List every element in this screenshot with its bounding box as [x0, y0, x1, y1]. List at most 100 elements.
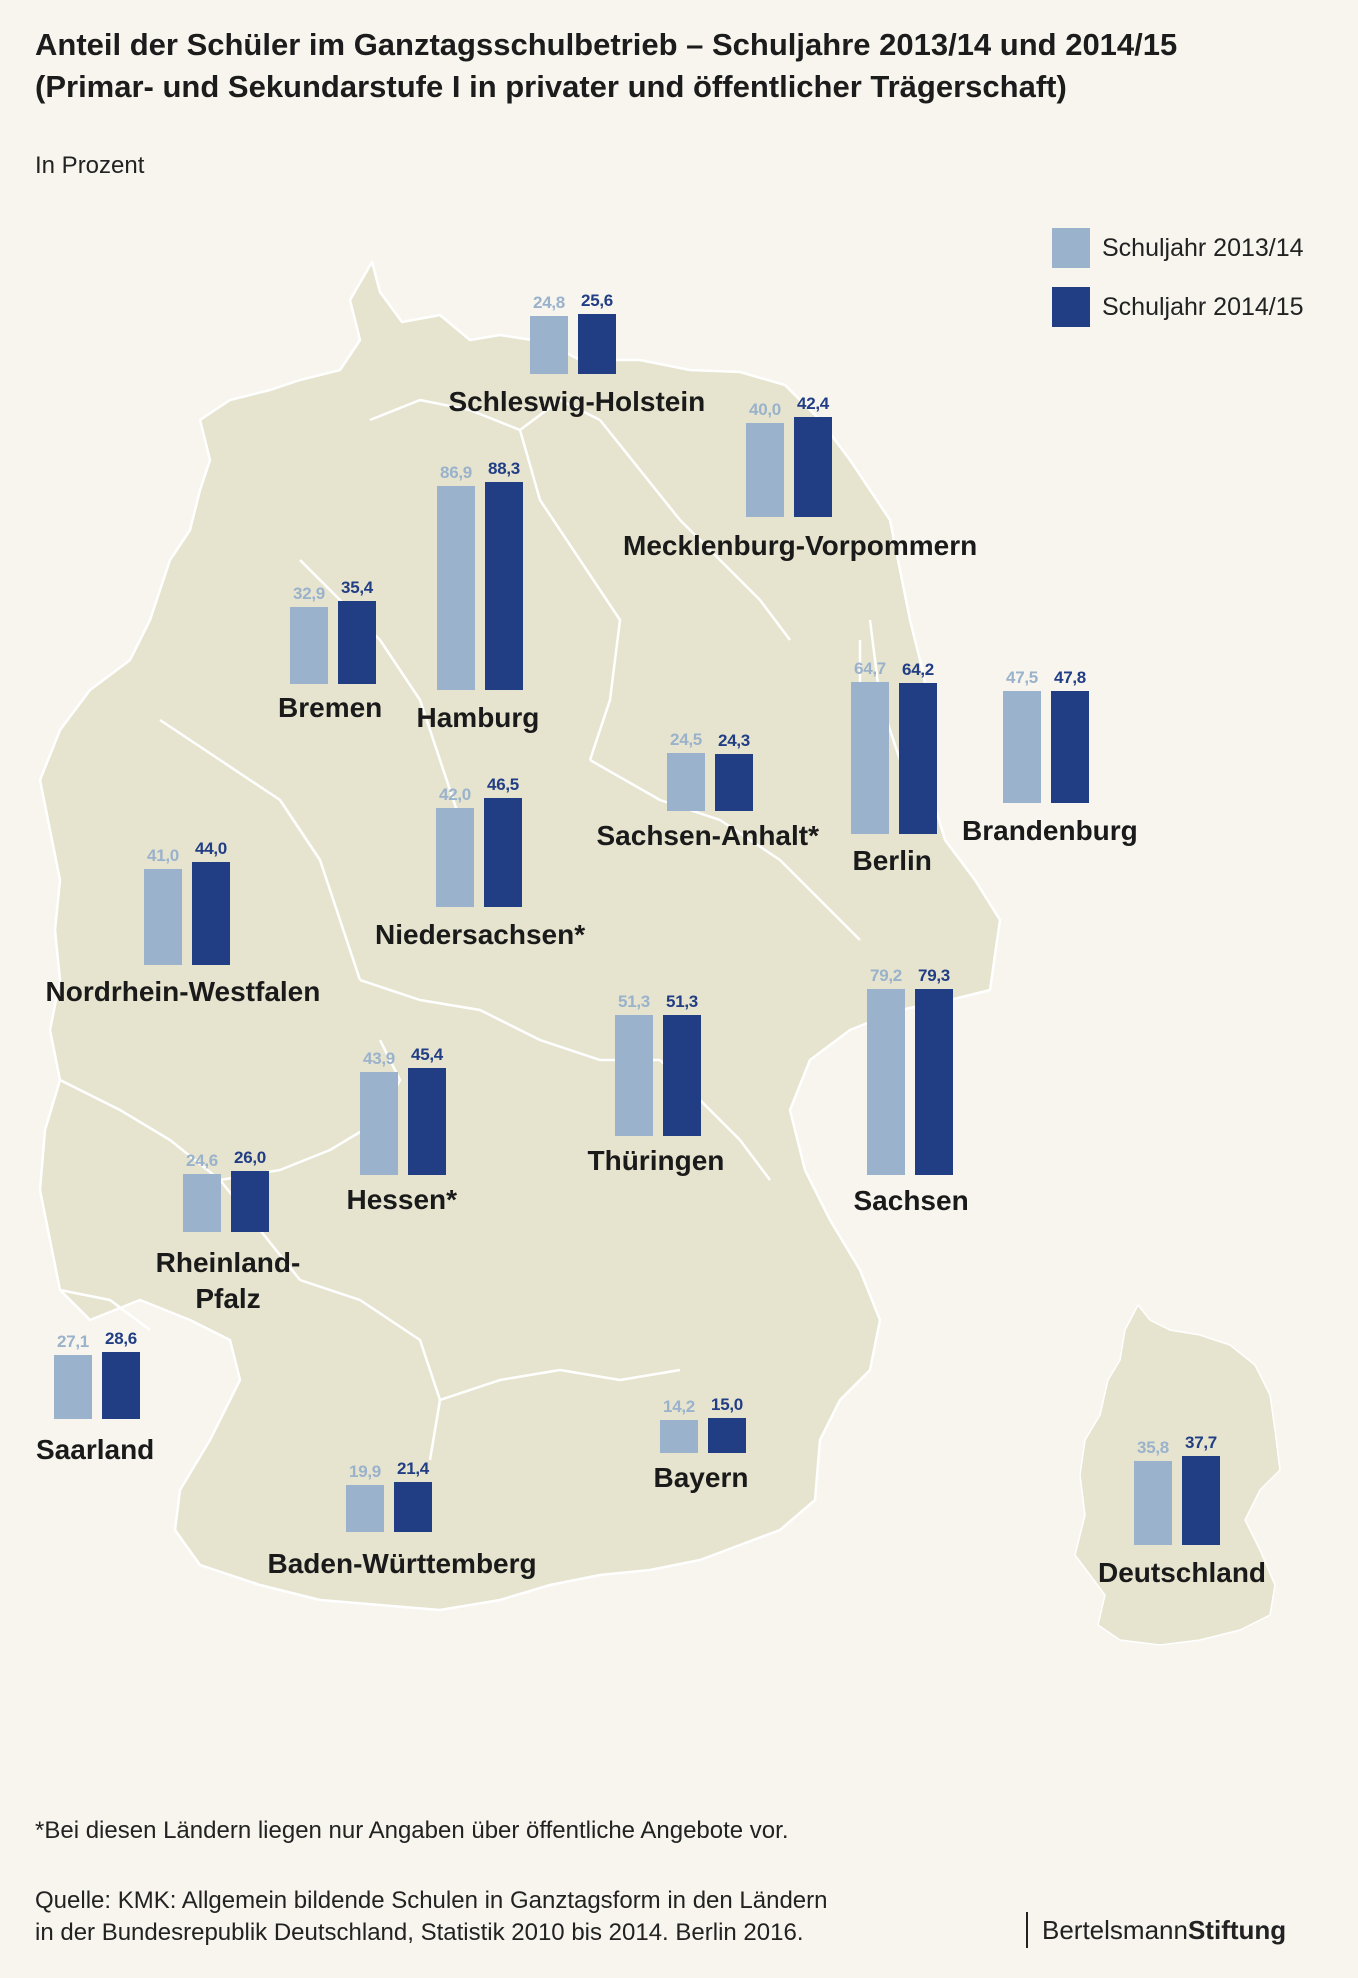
bar-column-niedersachsen-2013: 42,0 — [436, 785, 474, 907]
source-line-2: in der Bundesrepublik Deutschland, Stati… — [35, 1919, 804, 1946]
bar-value-deutschland-2014: 37,7 — [1185, 1433, 1217, 1453]
bar-value-schleswig-holstein-2013: 24,8 — [533, 292, 565, 312]
bar-column-saarland-2014: 28,6 — [102, 1329, 140, 1419]
bar-value-baden-wuerttemberg-2014: 21,4 — [397, 1458, 429, 1478]
bar-column-bremen-2013: 32,9 — [290, 584, 328, 684]
bar-schleswig-holstein-2013 — [530, 315, 568, 374]
bar-saarland-2014 — [102, 1351, 140, 1419]
germany-inset-outline — [1074, 1303, 1281, 1646]
bar-column-bremen-2014: 35,4 — [338, 578, 376, 684]
bar-deutschland-2013 — [1134, 1460, 1172, 1545]
region-label-berlin: Berlin — [852, 845, 932, 876]
bar-value-nordrhein-westfalen-2013: 41,0 — [147, 845, 179, 865]
bar-mecklenburg-vorpommern-2013 — [746, 422, 784, 517]
bar-berlin-2014 — [899, 683, 937, 834]
bar-column-mecklenburg-vorpommern-2014: 42,4 — [794, 394, 832, 517]
bar-group-brandenburg: 47,5 47,8 — [1003, 665, 1089, 803]
bar-column-mecklenburg-vorpommern-2013: 40,0 — [746, 400, 784, 517]
region-label-sachsen-anhalt: Sachsen-Anhalt* — [596, 820, 820, 851]
bar-brandenburg-2014 — [1051, 690, 1089, 803]
bar-column-nordrhein-westfalen-2013: 41,0 — [144, 846, 182, 965]
bar-value-thueringen-2014: 51,3 — [666, 992, 698, 1012]
brand-part-2: Stiftung — [1187, 1914, 1287, 1945]
bar-column-hamburg-2013: 86,9 — [437, 463, 475, 690]
bar-value-hessen-2014: 45,4 — [411, 1045, 443, 1065]
bar-value-niedersachsen-2013: 42,0 — [439, 785, 471, 805]
brand-part-1: Bertelsmann — [1042, 1914, 1188, 1945]
bar-rheinland-pfalz-2013 — [183, 1174, 221, 1232]
bar-value-bremen-2014: 35,4 — [341, 577, 373, 597]
region-label-thueringen: Thüringen — [587, 1145, 725, 1176]
bar-group-saarland: 27,1 28,6 — [54, 1326, 140, 1419]
bar-column-berlin-2013: 64,7 — [851, 659, 889, 834]
bar-value-brandenburg-2013: 47,5 — [1006, 668, 1038, 688]
legend-swatch-2014 — [1052, 287, 1090, 327]
bar-sachsen-2014 — [915, 988, 953, 1175]
bar-nordrhein-westfalen-2014 — [192, 861, 230, 965]
legend-item-2013: Schuljahr 2013/14 — [1052, 228, 1304, 268]
bar-bayern-2014 — [708, 1417, 746, 1453]
region-label-hessen: Hessen* — [346, 1184, 458, 1215]
region-label-saarland: Saarland — [36, 1434, 155, 1465]
bar-column-rheinland-pfalz-2014: 26,0 — [231, 1148, 269, 1232]
bar-hamburg-2013 — [437, 485, 475, 690]
bar-niedersachsen-2014 — [484, 797, 522, 907]
bar-group-bayern: 14,2 15,0 — [660, 1392, 746, 1453]
region-label-nordrhein-westfalen: Nordrhein-Westfalen — [45, 976, 321, 1007]
bar-sachsen-anhalt-2013 — [667, 753, 705, 811]
source-note: Quelle: KMK: Allgemein bildende Schulen … — [35, 1885, 827, 1949]
bar-group-baden-wuerttemberg: 19,9 21,4 — [346, 1456, 432, 1532]
bar-group-niedersachsen: 42,0 46,5 — [436, 772, 522, 907]
bar-value-bremen-2013: 32,9 — [293, 583, 325, 603]
bar-value-bayern-2013: 14,2 — [663, 1396, 695, 1416]
bar-column-sachsen-anhalt-2013: 24,5 — [667, 730, 705, 811]
bar-column-schleswig-holstein-2014: 25,6 — [578, 291, 616, 374]
bar-value-niedersachsen-2014: 46,5 — [487, 774, 519, 794]
bar-group-schleswig-holstein: 24,8 25,6 — [530, 288, 616, 374]
bar-column-niedersachsen-2014: 46,5 — [484, 775, 522, 907]
bar-column-deutschland-2014: 37,7 — [1182, 1433, 1220, 1545]
bar-column-sachsen-2013: 79,2 — [867, 966, 905, 1175]
bar-thueringen-2014 — [663, 1015, 701, 1136]
bar-group-thueringen: 51,3 51,3 — [615, 989, 701, 1136]
bar-value-brandenburg-2014: 47,8 — [1054, 667, 1086, 687]
bar-value-saarland-2013: 27,1 — [57, 1332, 89, 1352]
bar-column-rheinland-pfalz-2013: 24,6 — [183, 1151, 221, 1232]
bar-bayern-2013 — [660, 1419, 698, 1453]
bar-value-sachsen-anhalt-2014: 24,3 — [718, 730, 750, 750]
bar-column-hessen-2014: 45,4 — [408, 1045, 446, 1175]
bar-value-rheinland-pfalz-2014: 26,0 — [234, 1147, 266, 1167]
bar-column-bayern-2013: 14,2 — [660, 1397, 698, 1453]
chart-title: Anteil der Schüler im Ganztagsschulbetri… — [35, 24, 1335, 108]
bar-value-sachsen-2013: 79,2 — [870, 965, 902, 985]
bar-column-schleswig-holstein-2013: 24,8 — [530, 293, 568, 374]
bar-group-sachsen-anhalt: 24,5 24,3 — [667, 727, 753, 811]
region-label-baden-wuerttemberg: Baden-Württemberg — [267, 1548, 537, 1579]
bar-value-thueringen-2013: 51,3 — [618, 992, 650, 1012]
bar-value-schleswig-holstein-2014: 25,6 — [581, 290, 613, 310]
bar-column-berlin-2014: 64,2 — [899, 660, 937, 834]
bar-nordrhein-westfalen-2013 — [144, 868, 182, 965]
footnote: *Bei diesen Ländern liegen nur Angaben ü… — [35, 1817, 789, 1844]
bar-column-hamburg-2014: 88,3 — [485, 459, 523, 690]
bar-value-saarland-2014: 28,6 — [105, 1328, 137, 1348]
bar-rheinland-pfalz-2014 — [231, 1170, 269, 1232]
bar-baden-wuerttemberg-2013 — [346, 1485, 384, 1532]
region-label-rheinland-pfalz: Rheinland-​Pfalz — [155, 1247, 301, 1314]
bar-column-brandenburg-2014: 47,8 — [1051, 668, 1089, 803]
bar-column-nordrhein-westfalen-2014: 44,0 — [192, 839, 230, 965]
bar-hessen-2013 — [360, 1071, 398, 1175]
bar-niedersachsen-2013 — [436, 808, 474, 907]
bar-hamburg-2014 — [485, 482, 523, 690]
bar-group-mecklenburg-vorpommern: 40,0 42,4 — [746, 391, 832, 517]
bar-value-nordrhein-westfalen-2014: 44,0 — [195, 838, 227, 858]
legend-label-2014: Schuljahr 2014/15 — [1102, 292, 1304, 321]
region-label-bayern: Bayern — [653, 1462, 749, 1493]
bar-group-deutschland: 35,8 37,7 — [1134, 1430, 1220, 1545]
bar-schleswig-holstein-2014 — [578, 313, 616, 374]
bar-column-hessen-2013: 43,9 — [360, 1049, 398, 1175]
bar-column-brandenburg-2013: 47,5 — [1003, 668, 1041, 803]
bar-value-hessen-2013: 43,9 — [363, 1048, 395, 1068]
bar-group-hamburg: 86,9 88,3 — [437, 456, 523, 690]
bar-value-hamburg-2014: 88,3 — [488, 459, 520, 479]
